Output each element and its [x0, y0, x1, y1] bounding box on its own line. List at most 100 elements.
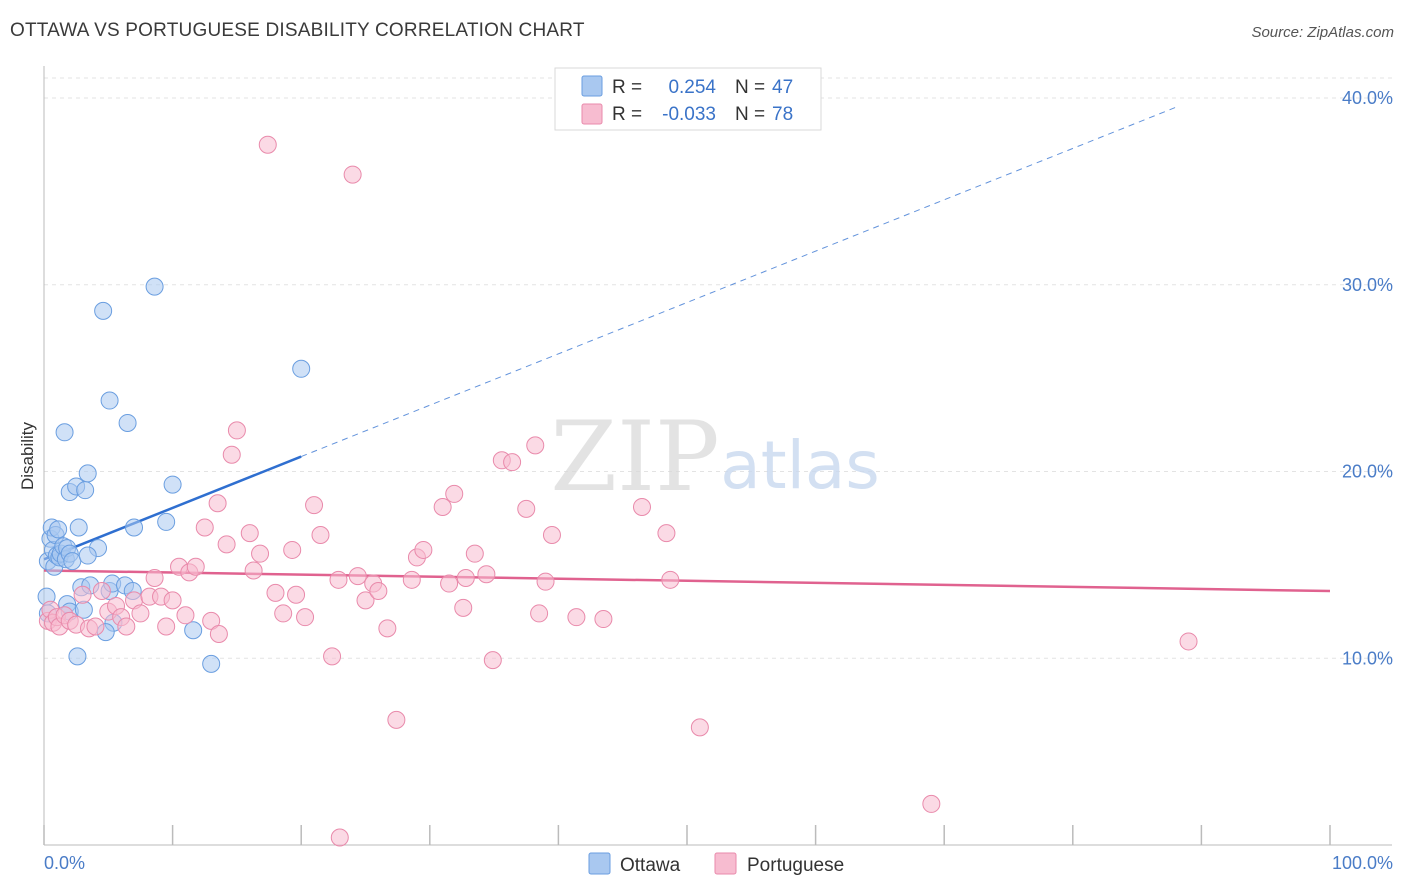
- portuguese-point: [661, 570, 680, 589]
- portuguese-point: [145, 568, 164, 587]
- ottawa-point: [184, 621, 203, 640]
- portuguese-point: [227, 421, 246, 440]
- portuguese-point: [323, 647, 342, 666]
- legend-r-value: 0.254: [668, 77, 716, 98]
- y-tick-label: 40.0%: [1342, 88, 1393, 108]
- portuguese-point: [92, 582, 111, 601]
- portuguese-point: [567, 608, 586, 627]
- chart-source: Source: ZipAtlas.com: [1251, 24, 1394, 41]
- portuguese-point: [131, 604, 150, 623]
- portuguese-point: [329, 570, 348, 589]
- bottom-legend-swatch-ottawa: [588, 852, 611, 875]
- portuguese-point: [296, 608, 315, 627]
- portuguese-point: [240, 524, 259, 543]
- bottom-legend: Ottawa Portuguese: [588, 852, 844, 876]
- portuguese-point: [542, 526, 561, 544]
- portuguese-point: [330, 828, 349, 847]
- chart-title: OTTAWA VS PORTUGUESE DISABILITY CORRELAT…: [10, 20, 585, 41]
- portuguese-point: [244, 561, 263, 580]
- portuguese-point: [378, 619, 397, 638]
- portuguese-point: [73, 585, 92, 604]
- ottawa-point: [125, 518, 144, 537]
- y-tick-label: 10.0%: [1342, 648, 1393, 668]
- portuguese-point: [274, 604, 293, 623]
- portuguese-point: [536, 572, 555, 591]
- ottawa-point: [202, 654, 221, 673]
- ottawa-point: [292, 359, 311, 378]
- portuguese-point: [266, 583, 285, 602]
- portuguese-point: [690, 718, 709, 737]
- portuguese-point: [251, 544, 270, 563]
- portuguese-point: [311, 526, 330, 544]
- portuguese-point: [465, 544, 484, 563]
- portuguese-point: [258, 135, 277, 154]
- legend-n-value: 47: [772, 77, 793, 98]
- legend-n-label: N =: [735, 77, 765, 98]
- portuguese-point: [369, 582, 388, 601]
- y-tick-label: 30.0%: [1342, 275, 1393, 295]
- legend-swatch-portuguese: [581, 103, 603, 125]
- watermark-atlas: atlas: [720, 427, 880, 504]
- portuguese-point: [176, 606, 195, 625]
- ottawa-point: [74, 600, 93, 619]
- ottawa-point: [118, 413, 137, 432]
- portuguese-point: [305, 496, 324, 515]
- portuguese-point: [503, 453, 522, 472]
- portuguese-point: [433, 497, 452, 516]
- portuguese-trend-line: [43, 569, 1331, 593]
- portuguese-point: [356, 591, 375, 610]
- ottawa-point: [55, 423, 74, 442]
- y-axis-label: Disability: [18, 421, 37, 490]
- portuguese-point: [163, 591, 182, 610]
- portuguese-point: [445, 484, 464, 503]
- x-tick-label: 0.0%: [44, 853, 85, 873]
- bottom-legend-ottawa: Ottawa: [620, 855, 681, 876]
- portuguese-point: [283, 540, 302, 559]
- ottawa-point: [100, 391, 119, 410]
- legend-r-label: R =: [612, 77, 642, 98]
- watermark-zip: ZIP: [550, 401, 719, 513]
- portuguese-point: [517, 499, 536, 518]
- portuguese-point: [343, 165, 362, 184]
- legend-swatch-ottawa: [581, 75, 603, 97]
- portuguese-point: [632, 497, 651, 516]
- portuguese-point: [526, 436, 545, 455]
- legend: R = 0.254 N = 47 R = -0.033 N = 78: [554, 67, 822, 131]
- portuguese-point: [414, 540, 433, 559]
- portuguese-point: [217, 535, 236, 554]
- portuguese-point: [86, 617, 105, 636]
- ottawa-point: [69, 518, 88, 537]
- portuguese-point: [209, 624, 228, 643]
- ottawa-point: [157, 512, 176, 531]
- portuguese-point: [922, 794, 941, 813]
- legend-n-label: N =: [735, 104, 765, 125]
- axes: [43, 66, 1392, 846]
- portuguese-point: [287, 585, 306, 604]
- portuguese-point: [454, 598, 473, 617]
- portuguese-point: [456, 568, 475, 587]
- ottawa-point: [94, 301, 113, 320]
- series-ottawa: [37, 277, 311, 673]
- portuguese-point: [657, 524, 676, 543]
- ottawa-point: [78, 464, 97, 483]
- watermark: ZIP atlas: [550, 401, 879, 513]
- ottawa-point: [163, 475, 182, 494]
- ottawa-point: [145, 277, 164, 296]
- portuguese-point: [483, 651, 502, 670]
- bottom-legend-portuguese: Portuguese: [747, 855, 844, 876]
- legend-r-value: -0.033: [662, 104, 716, 125]
- bottom-legend-swatch-portuguese: [714, 852, 737, 875]
- portuguese-point: [222, 445, 241, 464]
- y-tick-label: 20.0%: [1342, 462, 1393, 482]
- portuguese-point: [117, 617, 136, 636]
- portuguese-point: [186, 557, 205, 576]
- portuguese-point: [195, 518, 214, 537]
- ottawa-trend-line: [43, 455, 302, 561]
- ottawa-point: [68, 647, 87, 666]
- portuguese-point: [402, 570, 421, 589]
- legend-n-value: 78: [772, 104, 793, 125]
- portuguese-point: [208, 494, 227, 513]
- portuguese-point: [440, 574, 459, 593]
- portuguese-point: [157, 617, 176, 636]
